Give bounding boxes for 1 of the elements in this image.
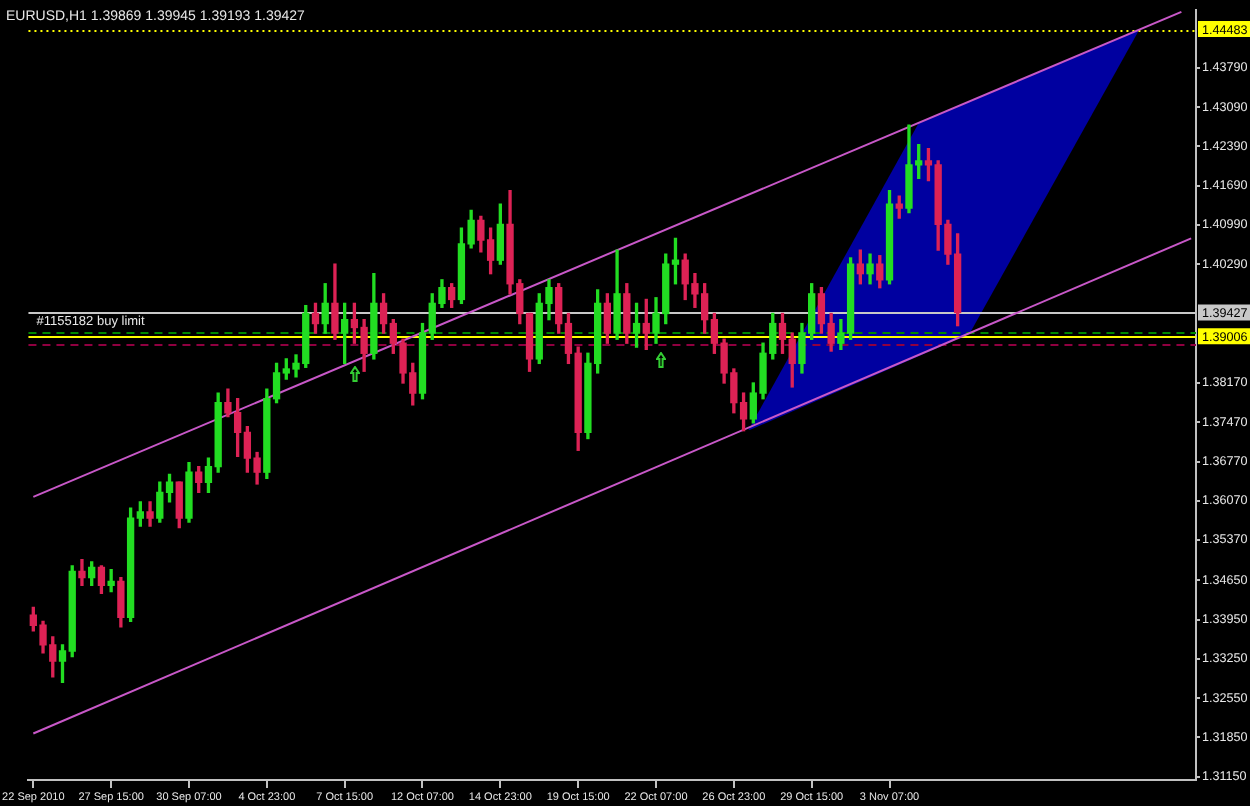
candlestick — [107, 569, 115, 593]
